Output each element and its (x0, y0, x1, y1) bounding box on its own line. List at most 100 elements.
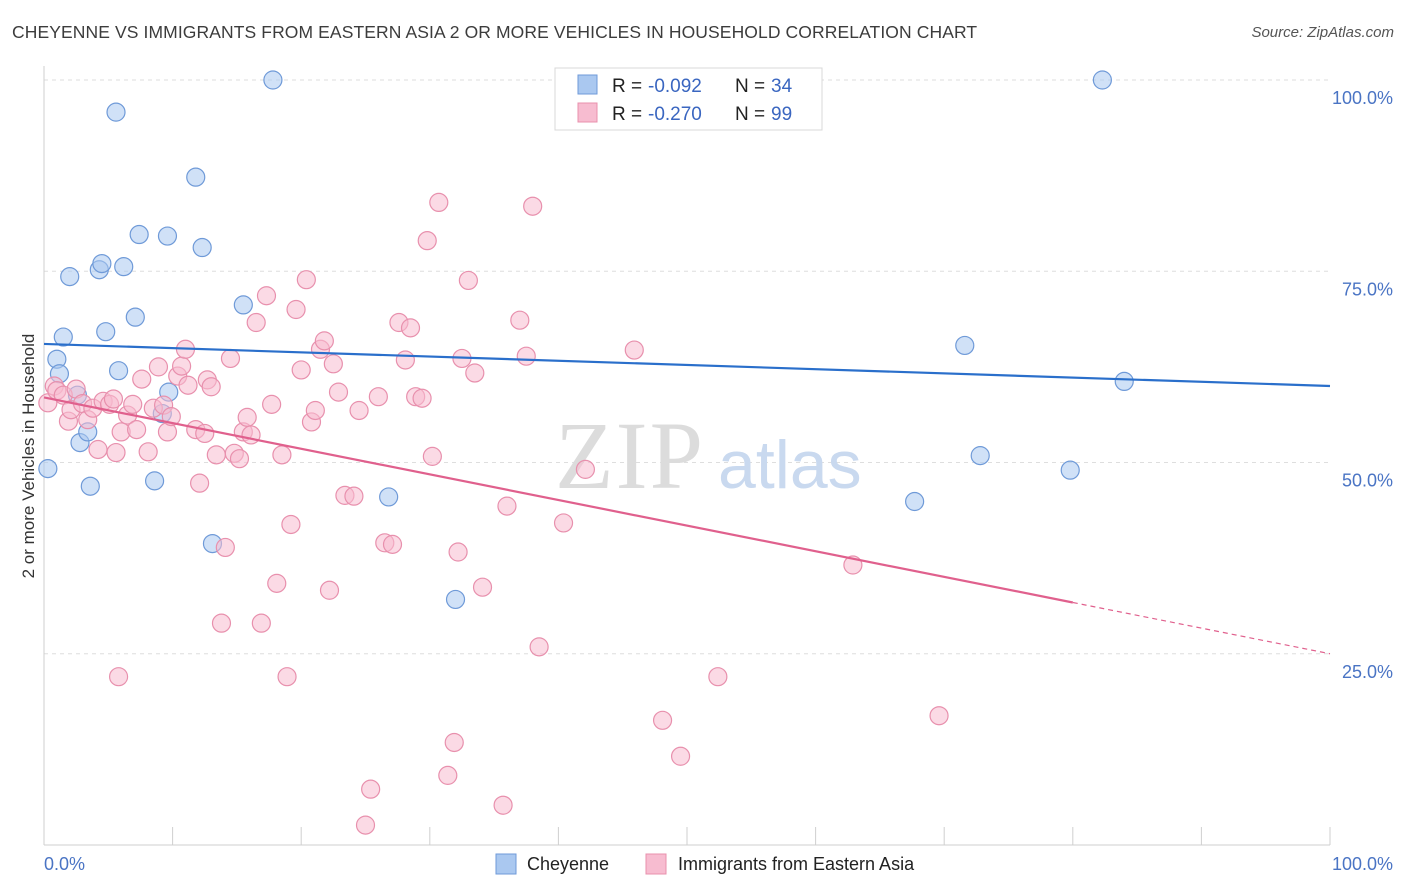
eastern-asia-point-41 (229, 449, 250, 469)
eastern-asia-point-18 (123, 394, 143, 414)
cheyenne-point-15 (125, 307, 145, 327)
eastern-asia-point-21 (138, 442, 158, 462)
eastern-asia-point-55 (296, 270, 316, 290)
x-tick-label-max: 100.0% (1332, 854, 1393, 874)
cheyenne-point-22 (192, 237, 212, 258)
chart-title: CHEYENNE VS IMMIGRANTS FROM EASTERN ASIA… (12, 22, 978, 42)
series-legend-label-cheyenne: Cheyenne (527, 854, 609, 874)
eastern-asia-point-89 (516, 346, 536, 366)
eastern-asia-point-32 (190, 473, 210, 493)
cheyenne-point-11 (96, 322, 116, 342)
eastern-asia-point-97 (708, 667, 728, 687)
series-legend-swatch-cheyenne (495, 853, 517, 875)
eastern-asia-point-20 (132, 369, 152, 389)
cheyenne-point-25 (263, 70, 283, 90)
legend-r-label-eastern-asia: R = (612, 104, 642, 125)
eastern-asia-point-77 (422, 446, 442, 466)
cheyenne-point-28 (905, 491, 925, 512)
eastern-asia-point-33 (195, 423, 215, 444)
eastern-asia-point-72 (395, 350, 415, 370)
x-ticks (43, 827, 1331, 845)
stats-legend: R = -0.092 N = 34 R = -0.270 N = 99 (554, 67, 823, 131)
eastern-asia-point-91 (529, 637, 549, 657)
eastern-asia-point-45 (246, 312, 266, 333)
cheyenne-point-33 (1114, 371, 1134, 392)
eastern-asia-point-70 (382, 534, 403, 554)
eastern-asia-point-19 (126, 420, 147, 440)
eastern-asia-point-60 (319, 580, 340, 600)
cheyenne-point-31 (1060, 460, 1080, 480)
eastern-asia-point-28 (172, 356, 192, 376)
eastern-asia-point-73 (400, 318, 421, 338)
gridlines (44, 79, 1330, 655)
eastern-asia-point-76 (417, 231, 437, 251)
legend-n-label-cheyenne: N = (735, 76, 765, 97)
stats-legend-box (554, 67, 823, 131)
watermark: ZIP atlas (555, 402, 862, 509)
eastern-asia-trend-extension (1072, 601, 1331, 655)
eastern-asia-point-44 (241, 425, 261, 445)
eastern-asia-point-15 (108, 667, 129, 687)
eastern-asia-point-13 (103, 389, 124, 409)
y-axis-label: 2 or more Vehicles in Household (19, 334, 38, 579)
eastern-asia-point-35 (201, 377, 221, 397)
eastern-asia-point-75 (412, 388, 432, 408)
eastern-asia-point-87 (497, 496, 517, 516)
eastern-asia-trend-line (43, 396, 1074, 604)
eastern-asia-point-80 (444, 732, 464, 753)
cheyenne-point-4 (60, 267, 80, 287)
y-tick-label-0: 25.0% (1342, 662, 1393, 682)
cheyenne-point-24 (233, 295, 253, 315)
legend-r-label-cheyenne: R = (612, 76, 642, 97)
y-tick-label-2: 75.0% (1342, 279, 1393, 299)
eastern-asia-point-53 (286, 299, 306, 320)
eastern-asia-point-81 (448, 542, 468, 562)
eastern-asia-point-61 (323, 354, 343, 374)
series-legend-label-eastern-asia: Immigrants from Eastern Asia (678, 854, 915, 874)
eastern-asia-point-46 (251, 613, 271, 633)
eastern-asia-point-54 (291, 360, 311, 380)
legend-n-value-eastern-asia: 99 (771, 104, 792, 125)
eastern-asia-point-52 (281, 514, 301, 535)
cheyenne-point-29 (955, 335, 975, 356)
eastern-asia-point-83 (458, 270, 478, 291)
legend-n-label-eastern-asia: N = (735, 104, 765, 125)
eastern-asia-point-99 (929, 706, 949, 726)
eastern-asia-point-14 (106, 442, 126, 463)
cheyenne-point-8 (80, 476, 100, 496)
eastern-asia-point-88 (510, 310, 530, 330)
cheyenne-point-3 (53, 327, 73, 347)
cheyenne-trend-line (43, 342, 1331, 388)
legend-r-value-cheyenne: -0.092 (648, 76, 702, 97)
eastern-asia-point-67 (361, 779, 381, 799)
eastern-asia-point-94 (624, 340, 644, 360)
eastern-asia-point-50 (272, 445, 292, 465)
eastern-asia-point-43 (237, 407, 257, 427)
eastern-asia-point-78 (429, 192, 449, 212)
y-tick-label-3: 100.0% (1332, 88, 1393, 108)
watermark-atlas: atlas (718, 427, 862, 503)
watermark-zip: ZIP (555, 402, 705, 509)
trend-lines (43, 342, 1331, 655)
eastern-asia-point-95 (652, 710, 673, 730)
eastern-asia-point-62 (328, 382, 349, 402)
eastern-asia-point-57 (305, 400, 325, 421)
eastern-asia-point-65 (349, 400, 369, 421)
cheyenne-point-26 (379, 487, 399, 507)
cheyenne-point-13 (108, 361, 129, 381)
cheyenne-point-14 (114, 257, 134, 277)
y-tick-labels: 25.0% 50.0% 75.0% 100.0% (1332, 88, 1393, 682)
eastern-asia-point-79 (438, 765, 458, 785)
cheyenne-point-27 (445, 589, 466, 610)
cheyenne-point-10 (92, 254, 112, 274)
cheyenne-point-16 (129, 224, 149, 245)
series-legend-swatch-eastern-asia (645, 853, 667, 875)
eastern-asia-point-51 (277, 667, 297, 687)
eastern-asia-point-92 (553, 513, 574, 533)
series-legend: Cheyenne Immigrants from Eastern Asia (495, 853, 915, 875)
eastern-asia-point-66 (355, 815, 376, 835)
eastern-asia-point-48 (262, 394, 282, 414)
eastern-asia-point-30 (178, 375, 198, 395)
cheyenne-point-30 (970, 446, 990, 466)
